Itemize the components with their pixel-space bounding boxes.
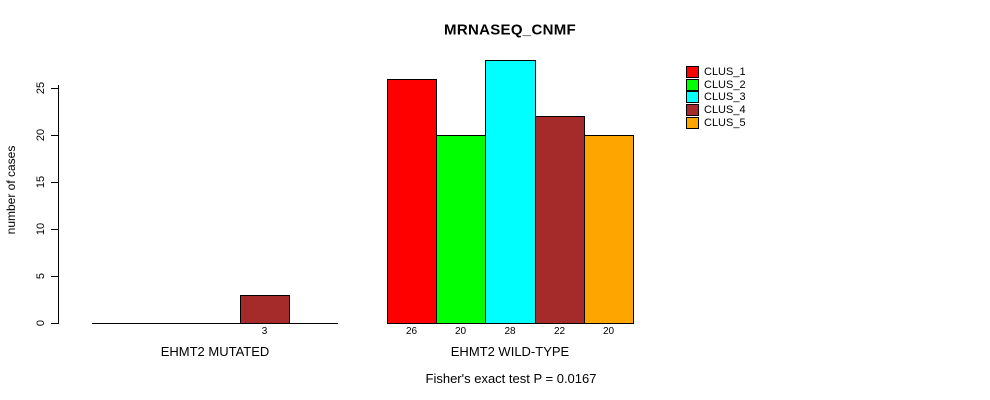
chart-title: MRNASEQ_CNMF	[444, 21, 576, 39]
legend-swatch-clus_2	[686, 79, 699, 91]
legend-swatch-clus_4	[686, 104, 699, 116]
y-axis-tick-label: 25	[35, 81, 47, 95]
legend-label: CLUS_1	[704, 66, 746, 78]
y-axis-tick-label: 0	[35, 319, 47, 327]
y-axis-tick	[51, 135, 58, 136]
y-axis-tick	[51, 88, 58, 89]
y-axis-tick-label: 15	[35, 175, 47, 189]
y-axis-title: number of cases	[4, 145, 18, 235]
group-label-ehmt2-mutated: EHMT2 MUTATED	[160, 344, 270, 359]
bar-value-label: 28	[504, 326, 516, 337]
bar-value-label: 20	[454, 326, 467, 337]
legend-swatch-clus_5	[686, 117, 699, 129]
y-axis-tick	[51, 276, 58, 277]
y-axis-tick	[51, 229, 58, 230]
y-axis-tick-label: 10	[35, 222, 47, 236]
fisher-test-annotation: Fisher's exact test P = 0.0167	[425, 371, 597, 386]
bar-clus_3-ehmt2-wild-type	[485, 60, 536, 324]
bar-value-label: 26	[405, 326, 418, 337]
y-axis-tick	[51, 323, 58, 324]
bar-clus_1-ehmt2-wild-type	[387, 79, 437, 324]
bar-value-label: 3	[261, 326, 268, 337]
legend-label: CLUS_4	[704, 104, 746, 116]
legend-label: CLUS_2	[704, 79, 746, 91]
bar-clus_5-ehmt2-wild-type	[584, 135, 634, 324]
legend-item: CLUS_3	[686, 91, 746, 103]
bar-clus_4-ehmt2-wild-type	[535, 116, 585, 324]
y-axis-line	[58, 85, 59, 324]
bar-clus_2-ehmt2-wild-type	[436, 135, 486, 324]
x-axis-baseline	[92, 323, 338, 324]
legend-item: CLUS_1	[686, 66, 746, 78]
legend-label: CLUS_5	[704, 117, 746, 129]
bar-value-label: 20	[602, 326, 615, 337]
bar-clus_4-ehmt2-mutated	[240, 295, 290, 324]
legend-label: CLUS_3	[704, 91, 746, 103]
group-label-ehmt2-wild-type: EHMT2 WILD-TYPE	[450, 344, 570, 359]
legend-item: CLUS_5	[686, 117, 746, 129]
legend-item: CLUS_4	[686, 104, 746, 116]
y-axis-tick	[51, 182, 58, 183]
y-axis-tick-label: 5	[35, 272, 47, 280]
legend-swatch-clus_1	[686, 66, 699, 78]
legend-swatch-clus_3	[686, 91, 699, 103]
y-axis-tick-label: 20	[35, 128, 47, 142]
legend-item: CLUS_2	[686, 79, 746, 91]
bar-value-label: 22	[553, 326, 566, 337]
